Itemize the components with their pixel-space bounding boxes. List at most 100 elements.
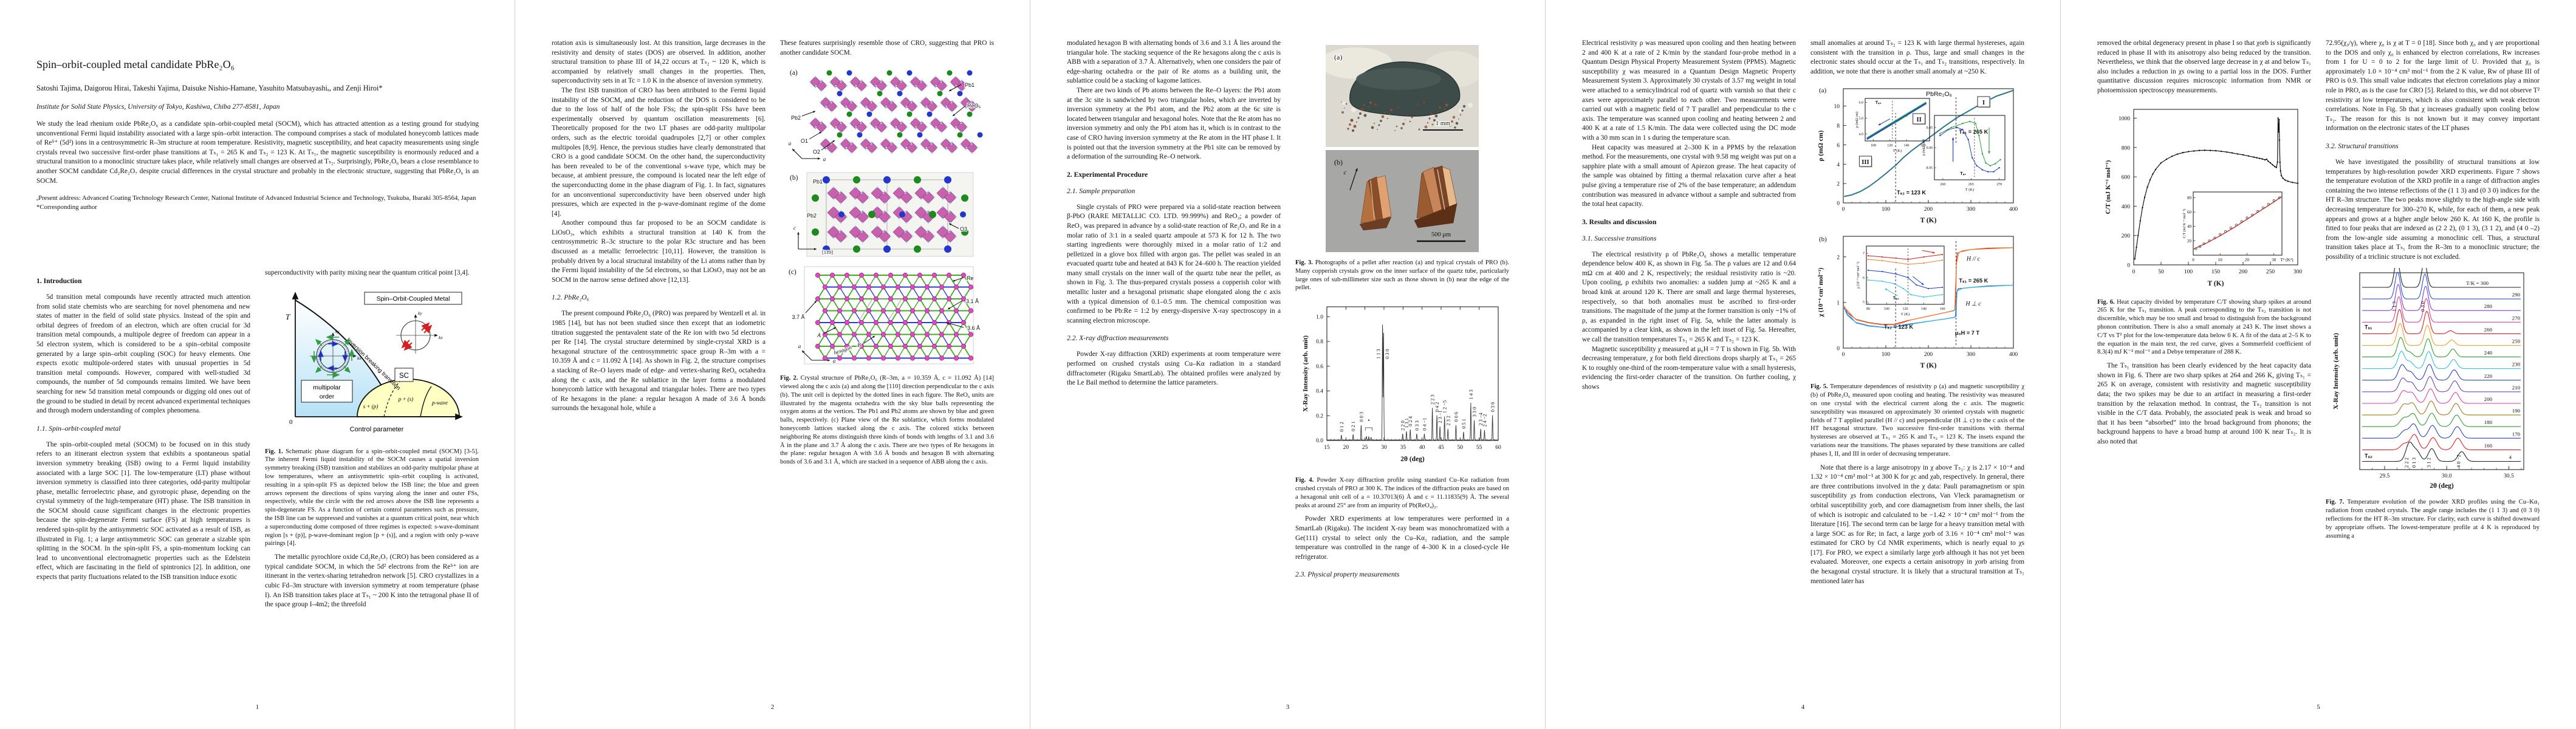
direction-label: [11̄0] (822, 249, 833, 255)
oxygen-atom (934, 75, 937, 78)
oxygen-atom (869, 122, 871, 125)
oxygen-atom (949, 122, 951, 125)
temperature-label: T/K = 300 (2466, 280, 2489, 286)
a-axis-label: a (823, 156, 826, 162)
o3-label: O3 (960, 226, 967, 232)
arrow-head (947, 322, 949, 324)
re-atom (961, 320, 967, 326)
foam (1468, 103, 1473, 108)
data-point (2142, 207, 2143, 208)
oxygen-atom (880, 79, 883, 81)
plot-frame (1866, 245, 1945, 305)
data-point (2160, 162, 2162, 163)
crystal-highlight (1370, 180, 1375, 220)
inset-x-tick-label: 20 (2245, 258, 2250, 262)
re-atom (895, 355, 901, 361)
oxygen-atom (854, 75, 857, 78)
oxygen-atom (876, 205, 879, 208)
oxygen-atom (844, 148, 847, 151)
peak-index-label: 2 4 −2 (1482, 414, 1487, 427)
copper-speckle (1391, 104, 1395, 108)
data-point (2182, 151, 2184, 154)
oxygen-atom (882, 231, 885, 233)
data-point (1950, 127, 1953, 129)
oxygen-atom (905, 146, 908, 149)
oxygen-atom (914, 117, 917, 119)
paragraph: Heat capacity was measured at 2–300 K in… (1582, 143, 1796, 208)
x-tick-label: 50 (1458, 445, 1464, 451)
oxygen-atom (960, 122, 962, 125)
copper-speckle (1397, 107, 1399, 108)
arrow-head (1932, 252, 1935, 254)
data-point (2137, 234, 2139, 236)
oxygen-atom (971, 141, 973, 143)
oxygen-atom (904, 192, 906, 194)
susceptibility-curve (1843, 285, 2014, 329)
re-atom (888, 296, 894, 302)
inset-data-circle (2256, 210, 2259, 213)
x-axis-title: 2θ (deg) (2430, 482, 2454, 490)
oxygen-atom (844, 107, 847, 109)
dome-divider-solid (420, 386, 432, 417)
oxygen-atom (824, 96, 827, 98)
oxygen-atom (931, 111, 933, 113)
oxygen-atom (966, 126, 968, 128)
oxygen-atom (959, 143, 962, 145)
pb1-atom (967, 70, 973, 76)
data-point (2284, 179, 2286, 181)
data-point (2269, 162, 2272, 163)
oxygen-atom (830, 101, 832, 104)
re-atom (931, 320, 937, 326)
oxygen-atom (914, 75, 917, 78)
oxygen-atom (885, 96, 887, 98)
inset-data-circle (2278, 196, 2281, 199)
oxygen-atom (832, 217, 835, 220)
pellet-photo: (a) 1 mm (1320, 45, 1484, 147)
peak-index-label: 2 3 2 (1445, 416, 1451, 426)
oxygen-atom (894, 86, 897, 89)
inset-x-tick-label: 270 (1996, 183, 2002, 187)
x-tick-label: 29.5 (2380, 473, 2390, 479)
copper-speckle (1378, 124, 1380, 126)
xrd-curve (2362, 323, 2521, 346)
oxygen-atom (844, 96, 847, 98)
oxygen-atom (927, 202, 930, 205)
oxygen-atom (904, 231, 906, 233)
page-2: rotation axis is simultaneously lost. At… (515, 0, 1030, 729)
phase-label: II (1917, 117, 1922, 123)
data-point (2136, 246, 2137, 248)
a-axis-label: a (798, 343, 801, 349)
re-atom (880, 308, 886, 313)
oxygen-atom (814, 75, 817, 78)
paragraph: Another compound thus far proposed to be… (552, 219, 766, 284)
figure-5-caption: Fig. 5. Temperature dependences of resis… (1810, 383, 2024, 457)
inset-data-circle (2262, 206, 2265, 209)
oxygen-atom (933, 235, 936, 238)
paragraph: The electrical resistivity ρ of PbRe₂O₆ … (1582, 250, 1796, 344)
oxygen-atom (854, 225, 857, 227)
oxygen-atom (868, 235, 870, 238)
two-column-body: 1. Introduction 5d transition metal compo… (36, 269, 479, 610)
data-point (2247, 155, 2250, 157)
re-atom (880, 355, 886, 361)
oxygen-atom (911, 152, 913, 154)
oxygen-atom (966, 84, 968, 87)
paragraph: Magnetic susceptibility χ measured at μ₀… (1582, 345, 1796, 391)
peak-index-label: 3 3 0 (1472, 407, 1478, 417)
oxygen-atom (970, 143, 973, 145)
oxygen-atom (865, 107, 867, 109)
oxygen-atom (940, 79, 943, 81)
arrow (821, 140, 835, 151)
oxygen-atom (820, 79, 823, 81)
oxygen-atom (946, 126, 948, 128)
inset-curve (1868, 270, 1942, 289)
re-atom (953, 355, 959, 361)
oxygen-atom (939, 143, 942, 145)
crystal-facet (1442, 166, 1458, 210)
oxygen-atom (846, 235, 848, 238)
oxygen-atom (874, 117, 877, 119)
oxygen-atom (926, 211, 928, 214)
oxygen-atom (871, 111, 873, 113)
data-point (2276, 161, 2278, 163)
oxygen-atom (914, 86, 917, 89)
